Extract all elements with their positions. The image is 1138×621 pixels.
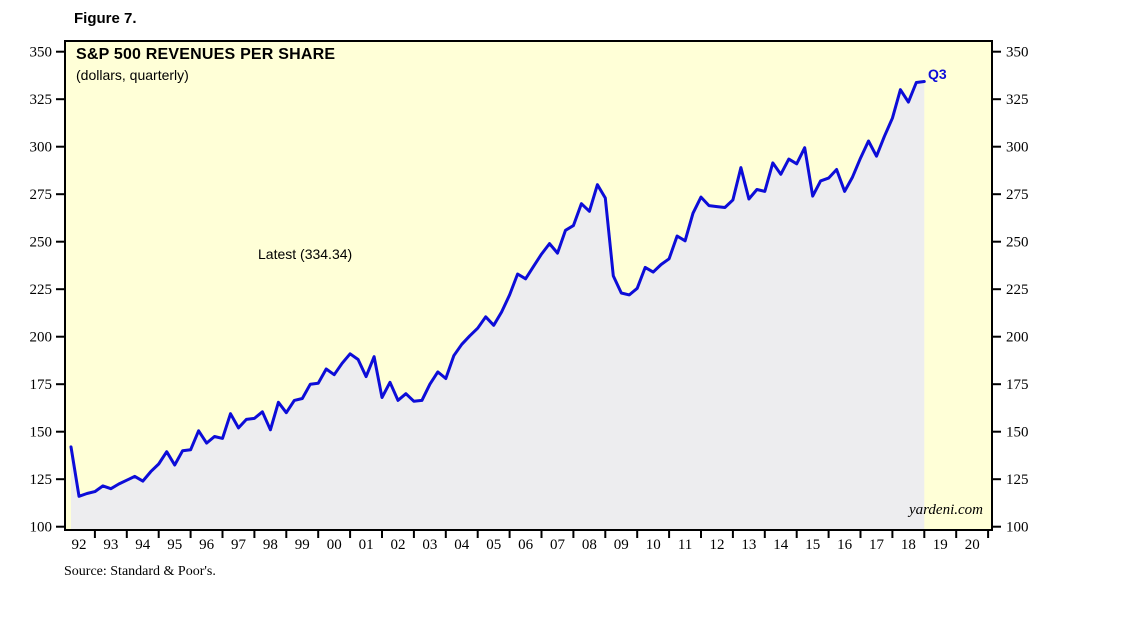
x-axis-label: 18 [901,537,916,553]
y-axis-label-left: 200 [30,330,53,346]
series-end-quarter-label: Q3 [928,66,947,82]
x-axis-label: 92 [72,537,87,553]
y-axis-label-right: 325 [1006,92,1029,108]
y-axis-label-right: 150 [1006,425,1029,441]
x-axis-label: 05 [486,537,501,553]
x-axis-label: 95 [167,537,182,553]
figure-number-label: Figure 7. [74,10,137,27]
x-axis-label: 00 [327,537,342,553]
x-axis-label: 19 [933,537,948,553]
x-axis-label: 04 [454,537,470,553]
chart-title: S&P 500 REVENUES PER SHARE [76,46,336,63]
y-axis-label-left: 250 [30,235,53,251]
x-axis-label: 16 [837,537,853,553]
y-axis-label-right: 175 [1006,377,1029,393]
revenue-line [69,80,926,498]
x-axis-label: 03 [422,537,437,553]
y-axis-label-right: 125 [1006,472,1029,488]
x-axis-label: 17 [869,537,885,553]
y-axis-label-right: 200 [1006,330,1029,346]
x-axis-label: 09 [614,537,629,553]
x-axis-label: 08 [582,537,597,553]
x-axis-label: 14 [773,537,789,553]
y-axis-label-right: 100 [1006,520,1029,536]
y-axis-label-right: 250 [1006,235,1029,251]
yardeni-watermark: yardeni.com [908,502,983,518]
x-axis-label: 10 [646,537,661,553]
y-axis-label-left: 325 [30,92,53,108]
x-axis-label: 02 [391,537,406,553]
x-axis-label: 93 [103,537,118,553]
y-axis-label-left: 350 [30,45,53,61]
x-axis-label: 06 [518,537,534,553]
x-axis-label: 98 [263,537,278,553]
x-axis-label: 12 [710,537,725,553]
x-axis-label: 97 [231,537,247,553]
x-axis-label: 96 [199,537,215,553]
y-axis-label-right: 225 [1006,282,1029,298]
y-axis-label-left: 275 [30,187,53,203]
chart-subtitle: (dollars, quarterly) [76,67,189,83]
y-axis-label-left: 150 [30,425,53,441]
y-axis-label-right: 275 [1006,187,1029,203]
x-axis-label: 99 [295,537,310,553]
x-axis-label: 20 [965,537,980,553]
y-axis-label-left: 300 [30,140,53,156]
x-axis-label: 01 [359,537,374,553]
chart-frame [64,40,993,531]
source-note: Source: Standard & Poor's. [64,564,216,579]
y-axis-label-left: 225 [30,282,53,298]
y-axis-label-left: 175 [30,377,53,393]
y-axis-label-left: 100 [30,520,53,536]
x-axis-label: 11 [678,537,692,553]
y-axis-label-right: 300 [1006,140,1029,156]
x-axis-label: 07 [550,537,566,553]
x-axis-label: 15 [805,537,820,553]
area-fill [71,81,925,529]
latest-value-annotation: Latest (334.34) [258,246,353,262]
x-axis-label: 13 [741,537,756,553]
y-axis-label-right: 350 [1006,45,1029,61]
y-axis-label-left: 125 [30,472,53,488]
x-axis-label: 94 [135,537,151,553]
